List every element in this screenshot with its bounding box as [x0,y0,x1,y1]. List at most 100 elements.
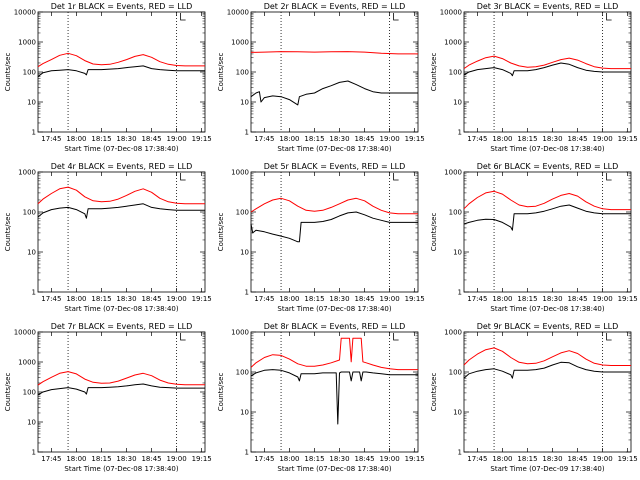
events-series-line [463,361,631,379]
x-tick-label: 18:30 [542,295,562,303]
y-tick-label: 10 [27,419,36,427]
y-axis-label: Counts/sec [4,213,12,252]
detector-9r-chart: Det 9r BLACK = Events, RED = LLD 1 10 100 10… [430,322,638,473]
x-tick-label: 18:00 [66,135,86,143]
x-tick-label: 18:45 [567,135,587,143]
y-axis-label: Counts/sec [430,373,438,412]
y-axis-label: Counts/sec [4,53,12,92]
events-series-line [37,383,205,396]
lld-series-line [463,347,631,366]
plot-frame [463,171,632,293]
detector-9r-panel: Det 9r BLACK = Events, RED = LLD 1 10 100 10… [426,320,639,480]
y-tick-label: 1 [245,129,249,137]
y-axis-label: Counts/sec [217,213,225,252]
x-tick-label: 18:45 [354,455,374,463]
y-tick-label: 1 [458,449,462,457]
x-tick-label: 18:00 [492,295,512,303]
x-axis-label: Start Time (07-Dec-08 17:38:40) [277,465,391,473]
lld-series-line [250,337,418,371]
x-tick-label: 18:00 [66,455,86,463]
y-tick-label: 10 [240,99,249,107]
y-tick-label: 1 [245,449,249,457]
y-tick-label: 1000 [444,329,462,337]
events-series-line [250,211,418,243]
detector-8r-chart: Det 8r BLACK = Events, RED = LLD 1 10 100 10… [217,322,425,473]
y-tick-label: 1000 [444,169,462,177]
chart-title: Det 3r BLACK = Events, RED = LLD [477,2,619,11]
y-tick-label: 1000 [18,359,36,367]
y-axis-label: Counts/sec [217,373,225,412]
plot-frame [37,171,206,293]
x-tick-label: 19:15 [192,135,212,143]
x-tick-label: 19:15 [618,295,638,303]
x-tick-label: 18:30 [116,295,136,303]
x-axis-label: Start Time (07-Dec-08 17:38:40) [64,145,178,153]
x-tick-label: 19:15 [618,135,638,143]
y-tick-label: 10 [453,249,462,257]
detector-1r-chart: Det 1r BLACK = Events, RED = LLD 1 10 100 10… [4,2,212,153]
x-tick-label: 18:15 [517,295,537,303]
x-tick-label: 17:45 [254,455,274,463]
x-tick-label: 18:45 [141,295,161,303]
chart-title: Det 1r BLACK = Events, RED = LLD [51,2,193,11]
detector-2r-panel: Det 2r BLACK = Events, RED = LLD 1 10 100 10… [213,0,426,160]
x-tick-label: 17:45 [254,295,274,303]
x-tick-label: 18:45 [354,135,374,143]
y-tick-label: 100 [449,369,462,377]
y-tick-label: 100 [236,69,249,77]
x-tick-label: 18:15 [91,295,111,303]
corner-marker-icon [393,333,399,341]
x-tick-label: 18:45 [567,455,587,463]
lld-series-line [37,371,205,386]
detector-8r-panel: Det 8r BLACK = Events, RED = LLD 1 10 100 10… [213,320,426,480]
x-tick-label: 18:00 [492,455,512,463]
y-tick-label: 10 [240,409,249,417]
y-tick-label: 10 [27,99,36,107]
x-tick-label: 18:15 [304,295,324,303]
x-tick-label: 19:00 [380,135,400,143]
corner-marker-icon [393,173,399,181]
x-tick-label: 19:15 [192,455,212,463]
x-axis-label: Start Time (07-Dec-08 17:38:40) [490,145,604,153]
x-tick-label: 18:30 [329,295,349,303]
x-tick-label: 19:15 [405,295,425,303]
x-tick-label: 19:00 [380,455,400,463]
x-tick-label: 18:30 [329,135,349,143]
y-axis-label: Counts/sec [430,213,438,252]
y-tick-label: 100 [449,209,462,217]
detector-5r-chart: Det 5r BLACK = Events, RED = LLD 1 10 100 10… [217,162,425,313]
y-tick-label: 1000 [18,39,36,47]
events-series-line [37,65,205,77]
corner-marker-icon [180,173,186,181]
events-series-line [463,204,631,231]
x-tick-label: 17:45 [41,295,61,303]
x-tick-label: 19:00 [593,295,613,303]
x-tick-label: 19:00 [593,455,613,463]
y-axis-label: Counts/sec [430,53,438,92]
y-tick-label: 10 [240,249,249,257]
x-tick-label: 18:30 [329,455,349,463]
lld-series-line [463,55,631,70]
detector-5r-panel: Det 5r BLACK = Events, RED = LLD 1 10 100 10… [213,160,426,320]
y-tick-label: 10000 [14,329,36,337]
x-tick-label: 19:15 [405,135,425,143]
x-tick-label: 17:45 [467,295,487,303]
x-tick-label: 18:15 [517,455,537,463]
lld-series-line [463,190,631,211]
x-tick-label: 18:30 [542,135,562,143]
events-series-line [37,203,205,219]
y-tick-label: 100 [23,389,36,397]
chart-title: Det 2r BLACK = Events, RED = LLD [264,2,406,11]
plot-frame [37,331,206,453]
y-tick-label: 1000 [18,169,36,177]
events-series-line [463,62,631,77]
y-tick-label: 10 [27,249,36,257]
x-tick-label: 18:30 [116,455,136,463]
x-tick-label: 18:00 [279,295,299,303]
y-tick-label: 1 [32,449,36,457]
y-tick-label: 100 [23,209,36,217]
lld-series-line [37,186,205,205]
detector-1r-panel: Det 1r BLACK = Events, RED = LLD 1 10 100 10… [0,0,213,160]
x-tick-label: 18:45 [567,295,587,303]
x-tick-label: 18:00 [66,295,86,303]
